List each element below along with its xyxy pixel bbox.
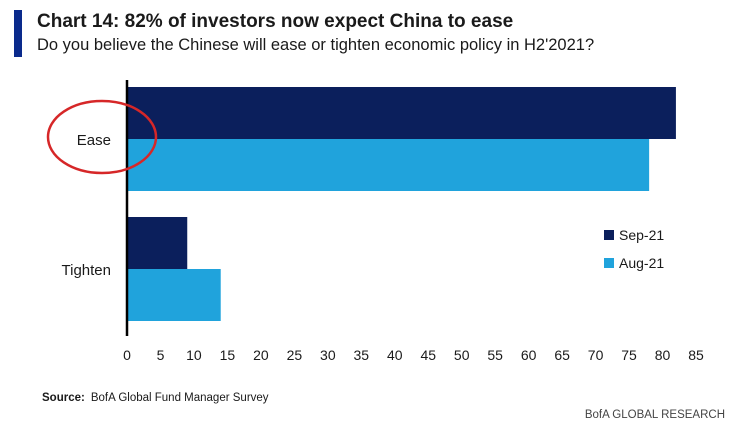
category-label-ease: Ease bbox=[77, 132, 111, 149]
x-tick-label: 45 bbox=[420, 347, 436, 363]
legend-label-sep-21: Sep-21 bbox=[619, 227, 664, 243]
x-tick-label: 5 bbox=[157, 347, 165, 363]
x-tick-label: 0 bbox=[123, 347, 131, 363]
legend-label-aug-21: Aug-21 bbox=[619, 255, 664, 271]
x-tick-label: 40 bbox=[387, 347, 403, 363]
chart-title: Chart 14: 82% of investors now expect Ch… bbox=[37, 11, 514, 32]
x-tick-label: 25 bbox=[287, 347, 303, 363]
x-tick-label: 55 bbox=[487, 347, 503, 363]
source-text: BofA Global Fund Manager Survey bbox=[90, 392, 269, 404]
chart-subtitle: Do you believe the Chinese will ease or … bbox=[37, 36, 595, 54]
x-tick-label: 15 bbox=[220, 347, 236, 363]
legend-swatch-sep-21 bbox=[604, 230, 614, 240]
x-tick-label: 85 bbox=[688, 347, 704, 363]
bar-ease-aug-21 bbox=[127, 139, 650, 191]
x-tick-label: 20 bbox=[253, 347, 269, 363]
brand-label: BofA GLOBAL RESEARCH bbox=[584, 409, 725, 421]
source-label: Source: bbox=[42, 392, 85, 404]
bar-ease-sep-21 bbox=[127, 87, 676, 139]
x-tick-label: 10 bbox=[186, 347, 202, 363]
source-note: Source: BofA Global Fund Manager Survey bbox=[42, 392, 269, 404]
category-label-tighten: Tighten bbox=[62, 262, 111, 279]
x-tick-label: 50 bbox=[454, 347, 470, 363]
bar-tighten-aug-21 bbox=[127, 269, 221, 321]
title-accent-bar bbox=[14, 10, 22, 57]
annotation-circle bbox=[46, 99, 158, 175]
x-tick-label: 75 bbox=[621, 347, 637, 363]
x-tick-label: 60 bbox=[521, 347, 537, 363]
bar-tighten-sep-21 bbox=[127, 217, 188, 269]
legend-swatch-aug-21 bbox=[604, 258, 614, 268]
x-tick-label: 30 bbox=[320, 347, 336, 363]
x-tick-label: 65 bbox=[554, 347, 570, 363]
x-tick-label: 35 bbox=[354, 347, 370, 363]
x-tick-label: 80 bbox=[655, 347, 671, 363]
x-tick-label: 70 bbox=[588, 347, 604, 363]
